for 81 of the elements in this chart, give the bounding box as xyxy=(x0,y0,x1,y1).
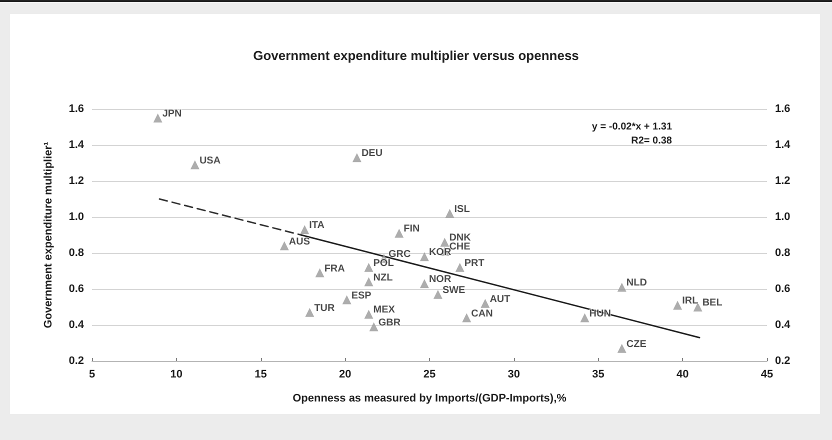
x-tick-label: 45 xyxy=(760,368,774,380)
point xyxy=(352,153,362,162)
point xyxy=(455,262,464,272)
point xyxy=(440,238,450,247)
series-label: DNK xyxy=(449,232,472,244)
y-axis-title: Government expenditure multiplier¹ xyxy=(42,141,54,328)
x-tick-label: 20 xyxy=(339,368,352,380)
series-label: NOR xyxy=(428,274,452,286)
series-label: PRT xyxy=(464,258,484,269)
annotation: y = -0.02*x + 1.31 xyxy=(592,122,672,132)
y-tick-label: 0.6 xyxy=(68,283,84,295)
point xyxy=(315,268,324,278)
point xyxy=(280,241,289,250)
y2-tick-label: 1.0 xyxy=(775,211,790,223)
series-label: ISL xyxy=(454,204,470,215)
series-label: GBR xyxy=(378,317,402,328)
point xyxy=(580,313,590,322)
point xyxy=(420,252,429,262)
point xyxy=(673,300,682,310)
series-label: SWE xyxy=(442,284,466,296)
series-label: FRA xyxy=(324,263,345,274)
chart-title: Government expenditure multiplier versus openness xyxy=(253,48,579,63)
series-label: IRL xyxy=(682,296,698,307)
x-tick-label: 40 xyxy=(676,368,689,380)
y-tick-label: 1.4 xyxy=(68,139,85,151)
point xyxy=(462,313,472,322)
x-tick-label: 15 xyxy=(254,368,267,380)
point xyxy=(693,302,702,312)
series-label: USA xyxy=(199,155,221,166)
x-axis-title: Openness as measured by Imports/(GDP-Imports),% xyxy=(292,392,567,404)
y-tick-label: 0.2 xyxy=(68,355,84,367)
point xyxy=(300,225,310,234)
y-tick-label: 0.8 xyxy=(68,247,84,259)
x-tick-label: 35 xyxy=(592,368,604,380)
x-tick-label: 5 xyxy=(88,368,96,380)
point xyxy=(364,277,374,286)
point xyxy=(364,262,374,272)
series-label: FIN xyxy=(404,224,420,235)
series-label: ESP xyxy=(351,290,372,302)
point xyxy=(394,228,404,238)
point xyxy=(342,295,352,304)
series-label: JPN xyxy=(162,108,182,120)
series-label: DEU xyxy=(361,148,383,160)
x-tick-label: 10 xyxy=(170,368,182,380)
point xyxy=(190,160,200,170)
series-label: AUT xyxy=(490,294,510,305)
y2-tick-label: 1.4 xyxy=(775,139,792,151)
y2-tick-label: 0.6 xyxy=(775,283,790,295)
x-tick-label: 25 xyxy=(423,368,436,380)
series-label: NZL xyxy=(373,272,393,284)
x-tick-label: 30 xyxy=(508,368,520,380)
point xyxy=(305,308,314,317)
y-tick-label: 1.2 xyxy=(68,175,84,187)
series-label: POL xyxy=(373,258,394,269)
point xyxy=(433,290,442,299)
series-label: CZE xyxy=(626,338,647,350)
point xyxy=(420,279,429,288)
y-tick-label: 0.4 xyxy=(68,319,85,331)
annotation: R2= 0.38 xyxy=(631,136,672,146)
point xyxy=(480,298,490,308)
series-label: AUS xyxy=(288,236,310,248)
point xyxy=(153,114,162,122)
y2-tick-label: 0.8 xyxy=(775,247,790,259)
series-label: GRC xyxy=(388,248,411,260)
series-label: MEX xyxy=(373,304,396,316)
series-label: ITA xyxy=(309,220,324,232)
y2-tick-label: 1.6 xyxy=(775,103,790,115)
series-label: BEL xyxy=(702,298,722,308)
series-label: CAN xyxy=(471,308,493,320)
point xyxy=(445,208,454,218)
y2-tick-label: 0.4 xyxy=(775,319,792,331)
series-label: NLD xyxy=(626,278,647,289)
point xyxy=(369,322,378,332)
y2-tick-label: 0.2 xyxy=(775,355,790,367)
y-tick-label: 1.0 xyxy=(68,211,84,223)
point xyxy=(617,344,626,353)
y-tick-label: 1.6 xyxy=(68,103,84,115)
point xyxy=(617,282,626,292)
series-label: TUR xyxy=(314,302,336,314)
point xyxy=(364,310,374,319)
y2-tick-label: 1.2 xyxy=(775,175,790,187)
